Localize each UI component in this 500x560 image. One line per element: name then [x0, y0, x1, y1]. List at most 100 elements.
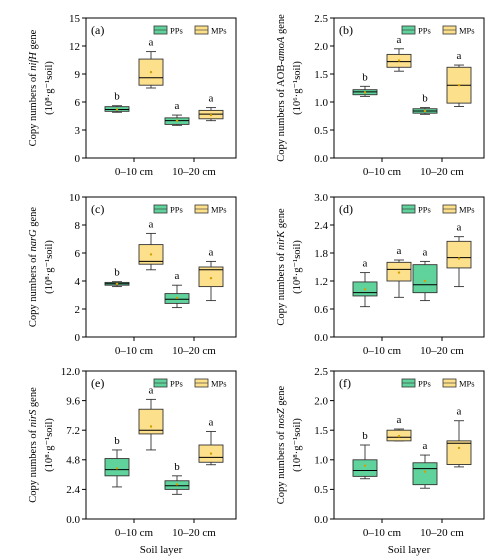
significance-letter: a — [457, 406, 462, 418]
box-mps-1: a — [138, 218, 164, 271]
panel-label: (f) — [339, 376, 351, 390]
y-axis-label: Copy numbers of nirS gene — [28, 387, 39, 503]
significance-letter: a — [457, 222, 462, 234]
y-tick-label: 0.0 — [314, 153, 328, 165]
y-tick-label: 7.2 — [66, 425, 80, 437]
legend-label: PPs — [170, 379, 183, 389]
box-pps-2: b — [412, 93, 438, 115]
y-tick-label: 1.8 — [314, 248, 328, 260]
x-axis-label: Soil layer — [140, 544, 183, 556]
x-tick-label: 10–20 cm — [420, 527, 464, 539]
y-tick-label: 3 — [75, 125, 81, 137]
legend-label: PPs — [418, 205, 431, 215]
box-pps-1: b — [104, 435, 130, 488]
y-tick-label: 8 — [75, 220, 81, 232]
significance-letter: a — [397, 414, 402, 426]
y-tick-label: 1.5 — [314, 69, 328, 81]
y-tick-label: 2.0 — [314, 41, 328, 53]
box-rect — [198, 266, 224, 288]
significance-letter: a — [457, 50, 462, 62]
mean-point — [457, 446, 461, 450]
significance-letter: b — [114, 435, 120, 447]
y-tick-label: 0.0 — [314, 514, 328, 526]
legend-label: MPs — [211, 379, 227, 389]
mean-point — [363, 288, 367, 291]
box-mps-2: a — [198, 246, 224, 302]
y-axis-unit: (10⁸·g⁻¹soil) — [292, 240, 303, 294]
y-tick-label: 2.5 — [314, 366, 328, 378]
x-tick-label: 0–10 cm — [115, 527, 154, 539]
significance-letter: a — [209, 93, 214, 105]
significance-letter: a — [397, 245, 402, 257]
y-axis-unit: (10⁸·g⁻¹soil) — [292, 418, 303, 472]
significance-letter: a — [423, 440, 428, 452]
y-tick-label: 0.6 — [314, 304, 328, 316]
significance-letter: a — [397, 34, 402, 46]
y-tick-label: 1.0 — [314, 455, 328, 467]
panel-a: 0 3 6 9 12 15 0–10 cm b a 10–20 cm a a (a) PPs MPs Copy… — [28, 13, 237, 178]
y-tick-label: 2.4 — [66, 484, 80, 496]
mean-point — [149, 425, 153, 428]
y-tick-label: 15 — [69, 13, 81, 25]
box-pps-1: b — [104, 267, 130, 288]
box-pps-1: b — [352, 71, 378, 97]
y-tick-label: 12 — [69, 41, 80, 53]
x-axis-label: Soil layer — [388, 544, 431, 556]
plot-frame — [333, 196, 485, 338]
legend-label: MPs — [211, 205, 227, 215]
mean-point — [397, 271, 401, 274]
legend-label: PPs — [418, 26, 431, 36]
significance-letter: a — [209, 246, 214, 258]
y-axis-label: Copy numbers of nifH gene — [28, 29, 39, 146]
mean-point — [209, 113, 213, 117]
panel-label: (d) — [339, 202, 353, 216]
panel-label: (a) — [91, 23, 104, 37]
y-axis-label: Copy numbers of nosZ gene — [276, 385, 287, 504]
x-tick-label: 10–20 cm — [172, 166, 216, 178]
box-mps-1: a — [138, 384, 164, 451]
y-tick-label: 0.0 — [66, 514, 80, 526]
y-axis-unit: (10⁶·g⁻¹soil) — [292, 61, 303, 115]
y-axis-unit: (10⁸·g⁻¹soil) — [44, 61, 55, 115]
y-axis-label: Copy numbers of narG gene — [28, 207, 39, 328]
plot-frame — [85, 17, 237, 159]
legend-label: PPs — [170, 26, 183, 36]
plot-frame — [333, 17, 485, 159]
y-tick-label: 9 — [75, 69, 81, 81]
legend-label: PPs — [170, 205, 183, 215]
box-mps-1: a — [386, 34, 412, 72]
x-tick-label: 10–20 cm — [172, 345, 216, 357]
plot-frame — [85, 196, 237, 338]
significance-letter: a — [149, 218, 154, 230]
legend-label: MPs — [211, 26, 227, 36]
y-tick-label: 10 — [69, 192, 81, 204]
y-tick-label: 0 — [75, 332, 81, 344]
significance-letter: b — [114, 267, 120, 279]
y-tick-label: 9.6 — [66, 395, 80, 407]
x-tick-label: 10–20 cm — [420, 345, 464, 357]
panel-e: 0.0 2.4 4.8 7.2 9.6 12.0 0–10 cm b a 10–20 cm b a (e… — [28, 366, 237, 556]
box-pps-1: b — [352, 430, 378, 480]
x-tick-label: 0–10 cm — [115, 345, 154, 357]
y-tick-label: 0.5 — [314, 484, 328, 496]
significance-letter: b — [114, 91, 120, 103]
y-tick-label: 2.0 — [314, 395, 328, 407]
panel-d: 0.0 0.6 1.2 1.8 2.4 3.0 0–10 cm a a 10–20 cm a a (d)… — [276, 192, 485, 357]
y-axis-label: Copy numbers of nirK gene — [276, 208, 287, 326]
mean-point — [397, 434, 401, 438]
mean-point — [149, 70, 153, 74]
mean-point — [209, 277, 213, 280]
box-mps-1: a — [138, 37, 164, 89]
mean-point — [175, 119, 179, 122]
y-tick-label: 2.4 — [314, 220, 328, 232]
significance-letter: a — [423, 246, 428, 258]
box-rect — [412, 264, 438, 294]
plot-frame — [333, 370, 485, 520]
legend-label: MPs — [459, 379, 475, 389]
box-pps-1: a — [352, 258, 378, 308]
box-mps-2: a — [446, 406, 472, 468]
plot-frame — [85, 370, 237, 520]
mean-point — [175, 483, 179, 486]
y-tick-label: 0.0 — [314, 332, 328, 344]
